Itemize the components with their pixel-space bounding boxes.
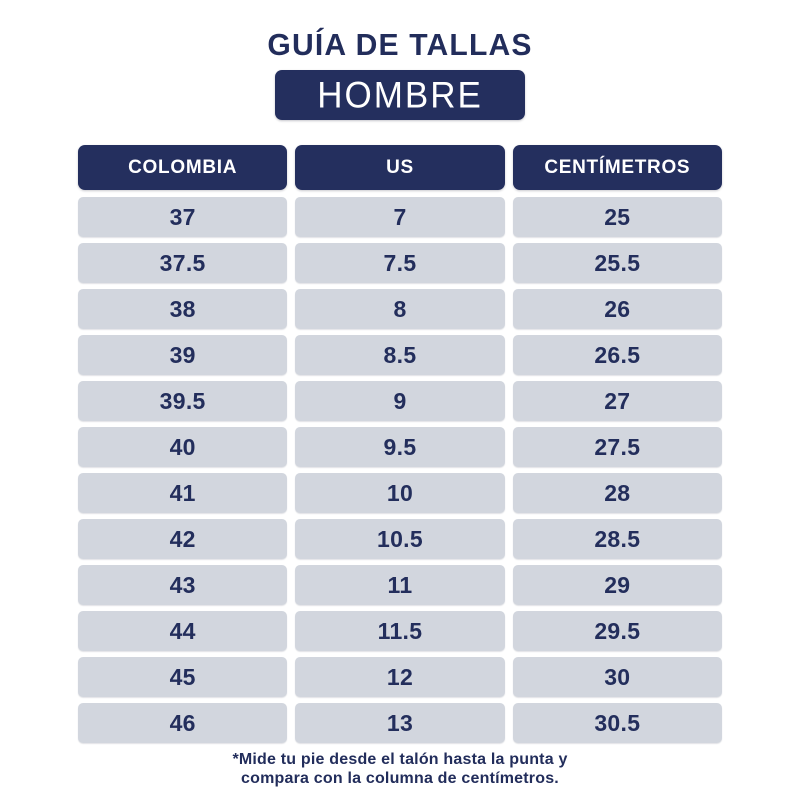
cell-centimetros: 25 (512, 197, 722, 237)
cell-colombia: 43 (78, 565, 288, 605)
cell-us: 9 (295, 381, 505, 421)
page-title: GUÍA DE TALLAS (267, 27, 533, 62)
table-row: 45 12 30 (78, 657, 722, 697)
column-header-colombia: COLOMBIA (78, 145, 288, 190)
cell-us: 7 (295, 197, 505, 237)
table-row: 37 7 25 (78, 197, 722, 237)
table-row: 38 8 26 (78, 289, 722, 329)
cell-centimetros: 30.5 (512, 703, 722, 743)
cell-centimetros: 25.5 (512, 243, 722, 283)
cell-colombia: 37 (78, 197, 288, 237)
footer-note-line-2: compara con la columna de centímetros. (241, 770, 559, 787)
cell-us: 13 (295, 703, 505, 743)
cell-centimetros: 26.5 (512, 335, 722, 375)
cell-colombia: 42 (78, 519, 288, 559)
table-row: 39 8.5 26.5 (78, 335, 722, 375)
cell-us: 9.5 (295, 427, 505, 467)
cell-us: 11 (295, 565, 505, 605)
cell-colombia: 39 (78, 335, 288, 375)
cell-colombia: 37.5 (78, 243, 288, 283)
cell-us: 11.5 (295, 611, 505, 651)
cell-us: 8.5 (295, 335, 505, 375)
cell-colombia: 46 (78, 703, 288, 743)
cell-colombia: 45 (78, 657, 288, 697)
title-block: GUÍA DE TALLAS HOMBRE (0, 0, 800, 120)
table-row: 37.5 7.5 25.5 (78, 243, 722, 283)
footer-note: *Mide tu pie desde el talón hasta la pun… (0, 750, 800, 788)
cell-centimetros: 26 (512, 289, 722, 329)
cell-colombia: 41 (78, 473, 288, 513)
cell-centimetros: 29.5 (512, 611, 722, 651)
cell-us: 7.5 (295, 243, 505, 283)
column-header-centimetros: CENTÍMETROS (512, 145, 722, 190)
cell-us: 10 (295, 473, 505, 513)
cell-centimetros: 29 (512, 565, 722, 605)
cell-colombia: 39.5 (78, 381, 288, 421)
cell-centimetros: 27.5 (512, 427, 722, 467)
cell-colombia: 38 (78, 289, 288, 329)
table-row: 39.5 9 27 (78, 381, 722, 421)
cell-us: 8 (295, 289, 505, 329)
table-row: 40 9.5 27.5 (78, 427, 722, 467)
table-row: 44 11.5 29.5 (78, 611, 722, 651)
table-row: 43 11 29 (78, 565, 722, 605)
cell-centimetros: 28.5 (512, 519, 722, 559)
cell-us: 10.5 (295, 519, 505, 559)
gender-banner-label: HOMBRE (317, 74, 483, 116)
table-row: 46 13 30.5 (78, 703, 722, 743)
table-header-row: COLOMBIA US CENTÍMETROS (78, 145, 722, 190)
gender-banner: HOMBRE (275, 70, 525, 120)
size-table: COLOMBIA US CENTÍMETROS 37 7 25 37.5 7.5… (78, 145, 722, 749)
footer-note-line-1: *Mide tu pie desde el talón hasta la pun… (232, 751, 568, 768)
table-row: 42 10.5 28.5 (78, 519, 722, 559)
cell-colombia: 40 (78, 427, 288, 467)
cell-centimetros: 30 (512, 657, 722, 697)
table-row: 41 10 28 (78, 473, 722, 513)
cell-colombia: 44 (78, 611, 288, 651)
cell-centimetros: 28 (512, 473, 722, 513)
column-header-us: US (295, 145, 505, 190)
cell-us: 12 (295, 657, 505, 697)
cell-centimetros: 27 (512, 381, 722, 421)
